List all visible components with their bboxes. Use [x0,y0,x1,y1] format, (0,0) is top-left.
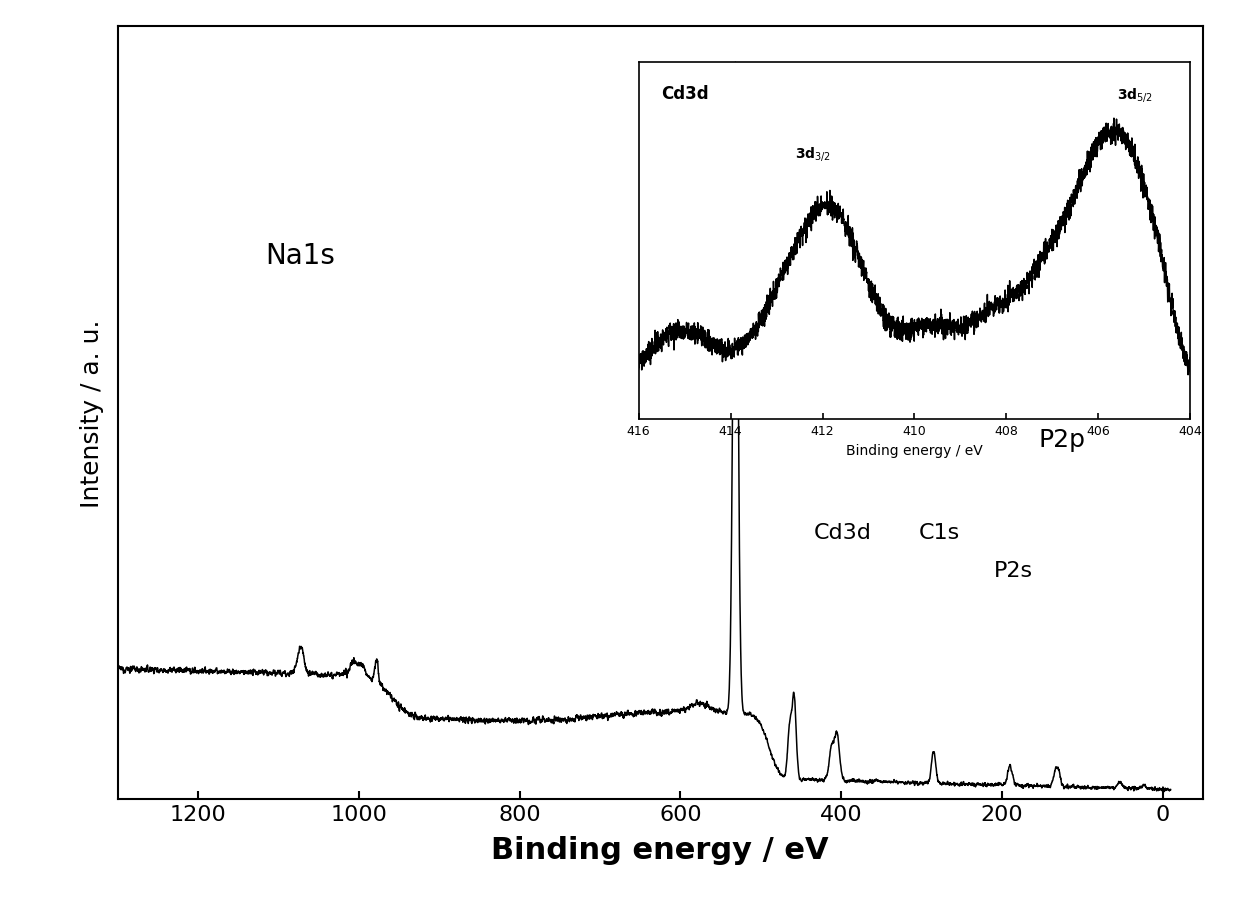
X-axis label: Binding energy / eV: Binding energy / eV [846,443,983,457]
Text: P2p: P2p [1039,427,1086,452]
Text: O1s: O1s [707,97,766,126]
Text: Cd3d: Cd3d [661,85,708,103]
X-axis label: Binding energy / eV: Binding energy / eV [491,835,830,864]
Text: C1s: C1s [919,522,960,543]
Y-axis label: Intensity / a. u.: Intensity / a. u. [79,319,104,507]
Text: 3d$_{5/2}$: 3d$_{5/2}$ [1117,86,1153,104]
Text: P2s: P2s [994,560,1033,580]
Text: Ti2p: Ti2p [770,337,823,360]
Text: Na1s: Na1s [265,242,335,269]
Text: 3d$_{3/2}$: 3d$_{3/2}$ [795,144,831,163]
Text: Cd3d: Cd3d [813,522,872,543]
